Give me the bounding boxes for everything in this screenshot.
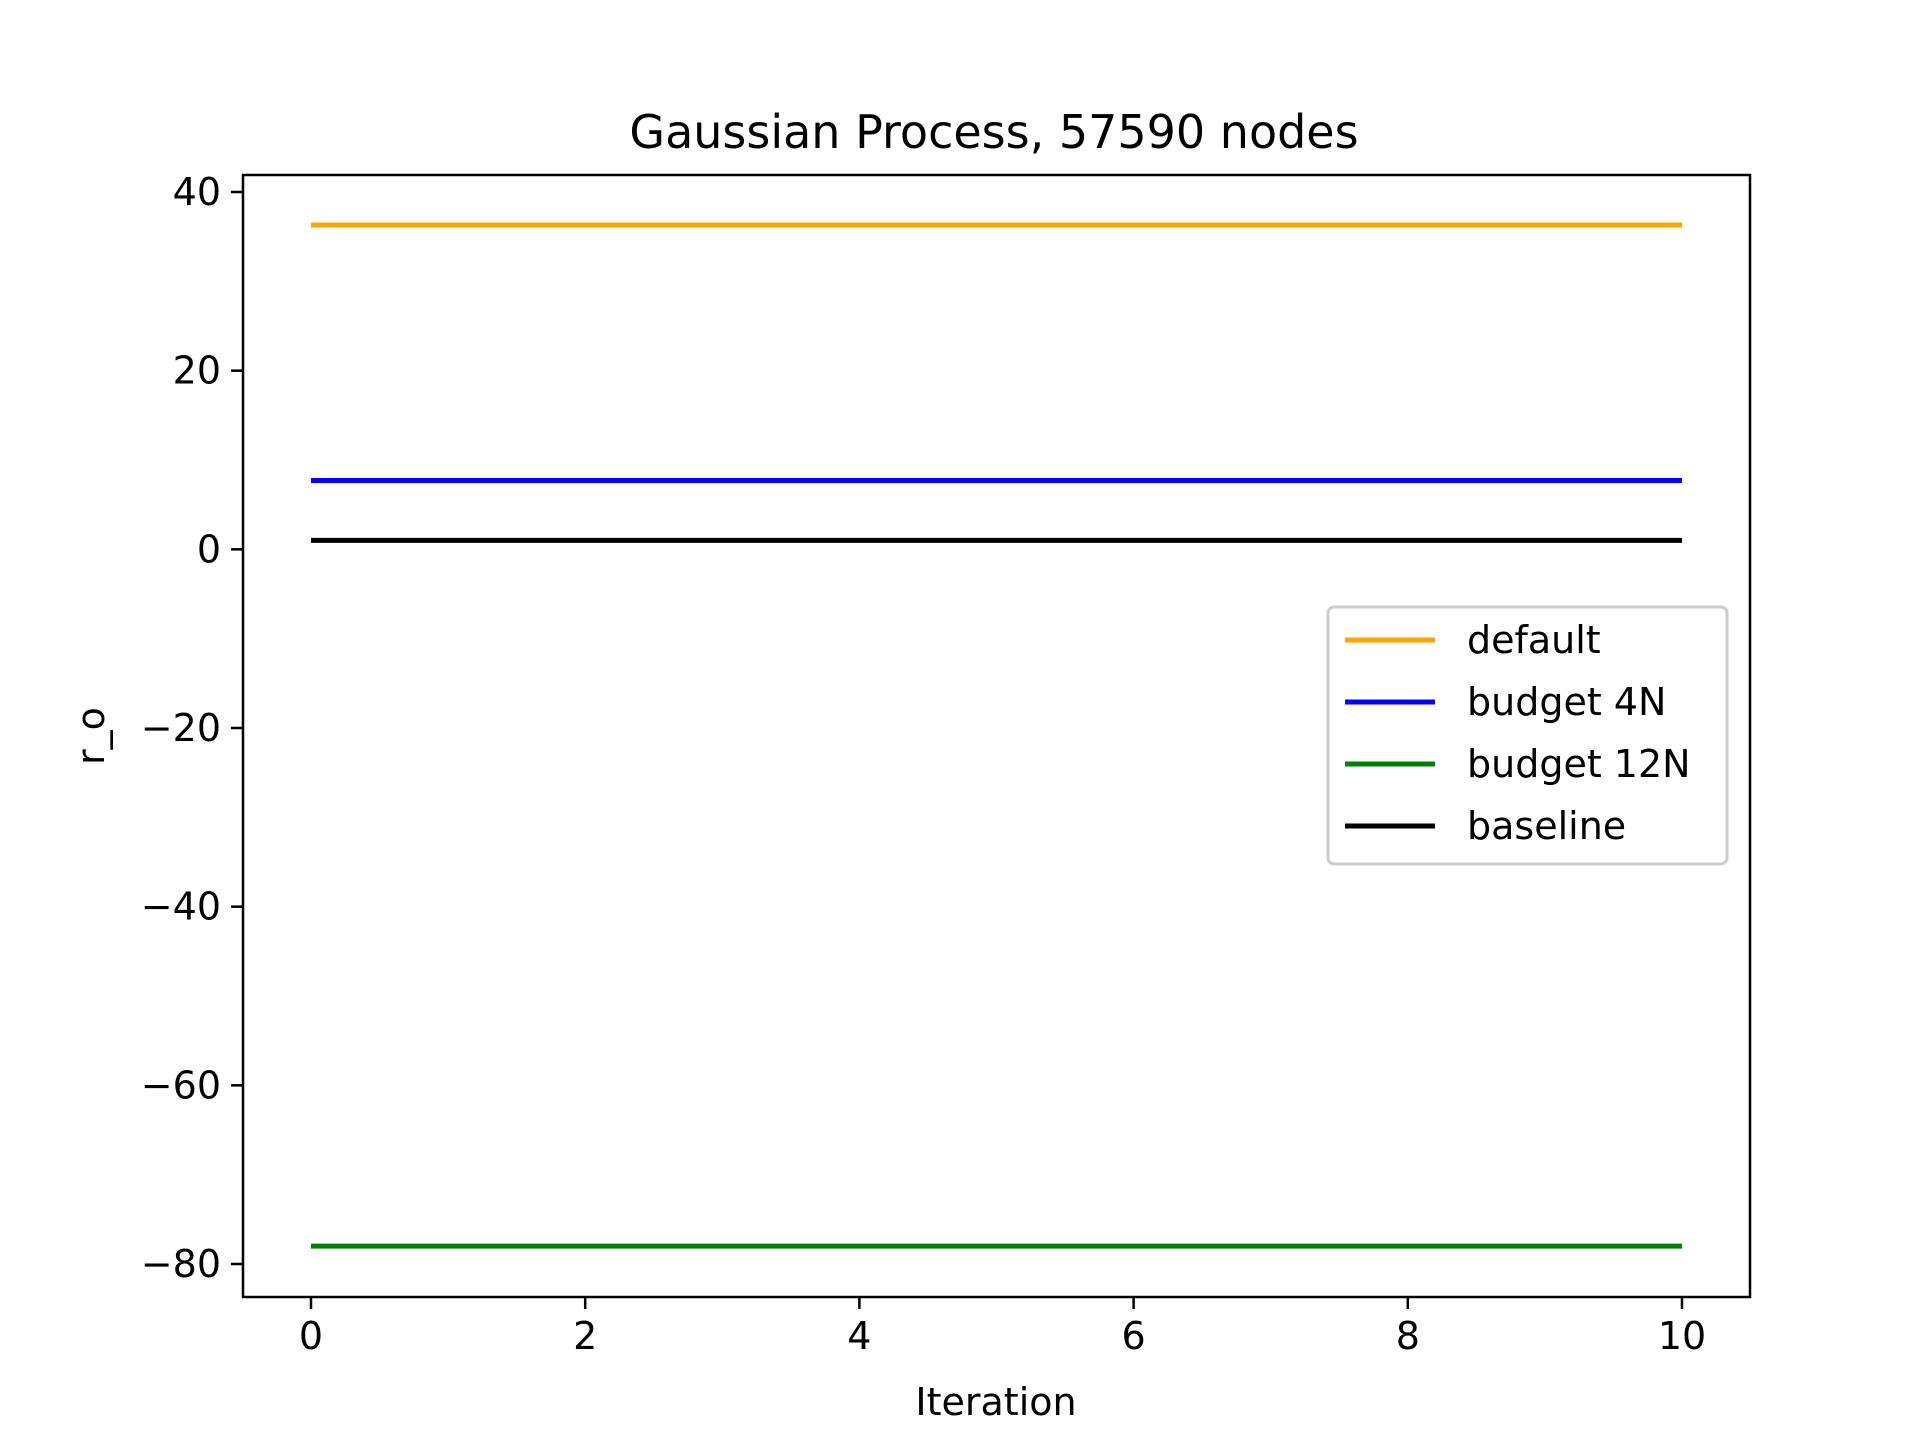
chart-title: Gaussian Process, 57590 nodes: [629, 105, 1358, 159]
y-tick-label: −40: [141, 885, 221, 929]
y-axis-label: r_o: [69, 707, 113, 765]
y-tick-label: −60: [141, 1063, 221, 1107]
legend-box: [1326, 605, 1729, 866]
y-tick-label: −80: [141, 1242, 221, 1286]
y-tick-label: 0: [197, 527, 221, 571]
x-tick-label: 0: [299, 1314, 323, 1358]
legend-label: default: [1467, 618, 1601, 662]
legend: default budget 4N budget 12N baseline: [1326, 605, 1729, 866]
legend-label: baseline: [1467, 804, 1626, 848]
plot-series: [311, 222, 1682, 1249]
x-axis-ticks: 0 2 4 6 8 10: [299, 1297, 1706, 1358]
legend-label: budget 12N: [1467, 742, 1691, 786]
y-axis-ticks: 40 20 0 −20 −40 −60 −80: [141, 170, 243, 1286]
x-tick-label: 10: [1658, 1314, 1706, 1358]
x-tick-label: 2: [573, 1314, 597, 1358]
y-tick-label: −20: [141, 706, 221, 750]
x-tick-label: 4: [847, 1314, 871, 1358]
y-tick-label: 20: [173, 349, 221, 393]
x-tick-label: 6: [1122, 1314, 1146, 1358]
y-tick-label: 40: [173, 170, 221, 214]
x-axis-label: Iteration: [915, 1380, 1076, 1424]
plot-frame: [241, 173, 1752, 1299]
legend-label: budget 4N: [1467, 680, 1666, 724]
x-tick-label: 8: [1396, 1314, 1420, 1358]
